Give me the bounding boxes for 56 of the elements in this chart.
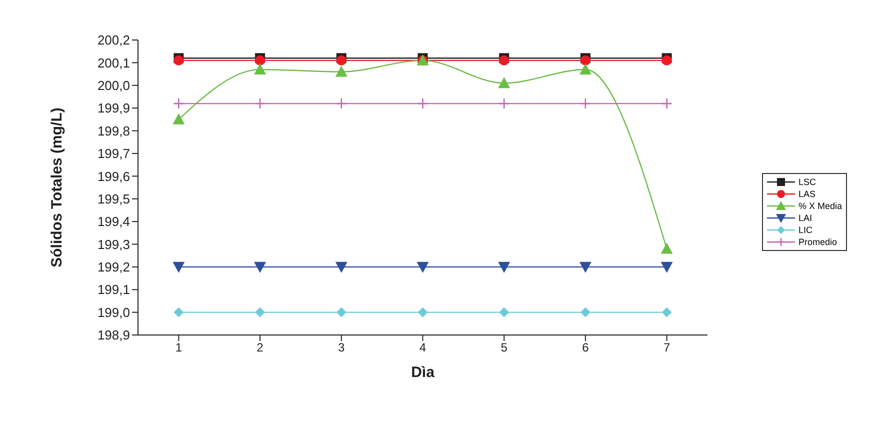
x-tick-label: 3 <box>338 340 346 355</box>
legend-label: LAI <box>798 212 812 222</box>
point <box>335 66 348 77</box>
x-tick-label: 6 <box>582 340 590 355</box>
point <box>579 64 592 74</box>
point <box>254 98 266 110</box>
legend-label: LAS <box>798 188 816 198</box>
x-axis-title: Dìa <box>411 364 436 381</box>
point <box>172 113 185 124</box>
y-tick-label: 199,8 <box>97 123 130 138</box>
y-tick-label: 199,0 <box>97 304 130 320</box>
point <box>662 307 672 318</box>
point <box>336 307 346 318</box>
y-tick-label: 200,1 <box>97 55 130 70</box>
x-tick-label: 1 <box>175 340 182 355</box>
legend-label: LIC <box>798 224 812 234</box>
point <box>660 242 673 254</box>
point <box>254 64 266 74</box>
point <box>660 262 673 273</box>
y-tick-label: 199,1 <box>97 282 130 298</box>
legend-label: Promedio <box>798 236 837 246</box>
y-tick-label: 199,3 <box>97 236 130 252</box>
x-tick-label: 4 <box>419 340 426 355</box>
point <box>417 98 428 110</box>
point <box>580 307 590 318</box>
point <box>416 262 429 273</box>
point <box>579 262 592 273</box>
point <box>174 307 184 318</box>
y-tick-label: 199,5 <box>97 191 130 206</box>
y-tick-label: 198,9 <box>97 328 130 343</box>
y-tick-label: 199,2 <box>97 260 130 275</box>
point <box>254 262 266 273</box>
legend-label: % X Media <box>798 200 842 210</box>
y-tick-label: 200,2 <box>97 32 130 48</box>
point <box>172 262 185 273</box>
x-tick-label: 2 <box>256 340 264 355</box>
point <box>499 307 510 318</box>
y-axis-title: Sólidos Totales (mg/L) <box>48 108 66 268</box>
point <box>335 262 348 273</box>
point <box>580 98 592 110</box>
x-tick-label: 7 <box>663 340 670 355</box>
y-tick-label: 199,6 <box>97 168 130 184</box>
x-tick-label: 5 <box>500 340 508 355</box>
y-tick-label: 199,4 <box>97 214 130 230</box>
point <box>255 307 266 318</box>
point <box>498 98 510 110</box>
legend-label: LSC <box>798 176 816 186</box>
y-tick-label: 200,0 <box>97 78 130 93</box>
point <box>498 262 510 273</box>
point <box>661 98 672 110</box>
point <box>498 77 510 88</box>
point <box>336 98 348 110</box>
point <box>418 307 428 318</box>
point <box>173 98 184 110</box>
y-tick-label: 199,9 <box>97 100 130 116</box>
y-tick-label: 199,7 <box>97 146 130 162</box>
